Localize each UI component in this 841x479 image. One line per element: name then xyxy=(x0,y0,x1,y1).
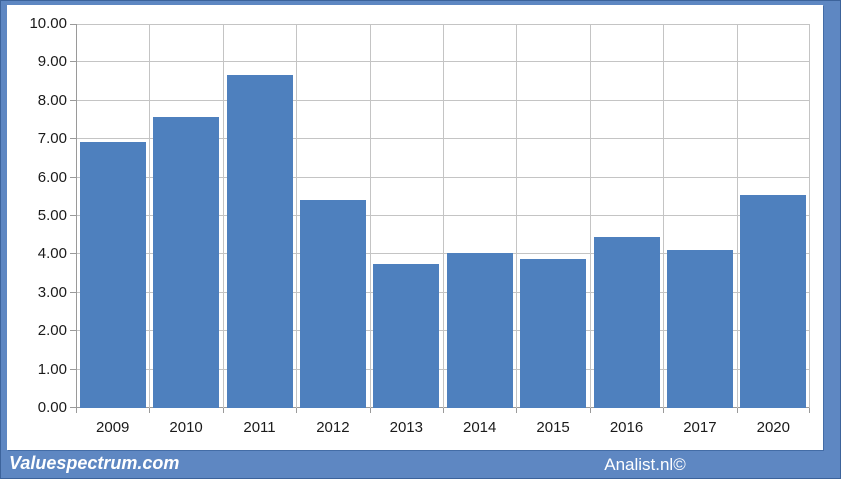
y-tick xyxy=(70,291,76,293)
x-axis-label: 2011 xyxy=(243,419,276,436)
gridline-v xyxy=(149,24,150,408)
y-tick xyxy=(70,138,76,140)
y-tick xyxy=(70,24,76,25)
x-tick xyxy=(737,408,738,413)
chart-panel: 10.00 9.00 8.00 7.00 6.00 5.00 4.00 3.00 2.00 1.0… xyxy=(7,5,823,450)
bar-2012 xyxy=(299,200,366,408)
x-axis-label: 2010 xyxy=(169,419,203,436)
y-axis-label: 6.00 xyxy=(37,168,67,186)
bar-2013 xyxy=(373,264,440,408)
y-axis-label: 5.00 xyxy=(37,207,67,224)
y-axis-label: 0.00 xyxy=(37,399,67,416)
x-tick xyxy=(516,408,517,413)
footer-left-brand: Valuespectrum.com xyxy=(9,453,180,473)
y-tick xyxy=(70,215,76,216)
y-tick xyxy=(70,61,76,63)
x-tick xyxy=(149,408,150,413)
bar-2016 xyxy=(593,237,660,408)
y-axis-label: 1.00 xyxy=(37,360,67,378)
bar-2009 xyxy=(79,142,146,408)
x-tick xyxy=(296,408,297,413)
x-axis-label: 2015 xyxy=(536,419,570,436)
plot-area: 10.00 9.00 8.00 7.00 6.00 5.00 4.00 3.00 2.00 1.0… xyxy=(29,15,810,436)
x-axis-label: 2020 xyxy=(756,419,790,436)
x-axis-label: 2014 xyxy=(463,419,497,436)
gridline-v xyxy=(370,24,371,408)
y-tick xyxy=(70,253,76,255)
gridline-v xyxy=(296,24,297,408)
bar-2017 xyxy=(666,250,733,408)
gridline-v xyxy=(223,24,224,408)
bar-2015 xyxy=(520,259,587,408)
y-axis-line xyxy=(76,24,77,408)
bar-2010 xyxy=(153,117,220,408)
x-tick xyxy=(809,408,810,413)
y-axis-label: 4.00 xyxy=(37,245,67,263)
x-axis-label: 2009 xyxy=(96,419,130,436)
bar-2014 xyxy=(446,253,513,408)
x-axis-label: 2013 xyxy=(389,419,423,436)
x-tick xyxy=(223,408,224,413)
y-tick xyxy=(70,330,76,332)
gridline-v xyxy=(443,24,444,408)
y-tick xyxy=(70,176,76,178)
x-tick xyxy=(663,408,664,413)
bar-2020 xyxy=(740,195,807,408)
y-axis-label: 7.00 xyxy=(37,130,67,148)
y-tick xyxy=(70,368,76,370)
y-axis-label: 9.00 xyxy=(37,53,67,71)
x-axis-label: 2012 xyxy=(316,419,350,436)
y-tick xyxy=(70,99,76,101)
y-axis-label: 10.00 xyxy=(29,15,67,32)
x-tick xyxy=(370,408,371,413)
x-tick xyxy=(590,408,591,413)
y-tick xyxy=(70,407,76,408)
gridline-v xyxy=(590,24,591,408)
gridline-v xyxy=(663,24,664,408)
x-axis-label: 2016 xyxy=(609,419,644,436)
x-tick xyxy=(76,408,77,413)
x-tick xyxy=(443,408,444,413)
gridline-v xyxy=(737,24,738,408)
y-axis-label: 2.00 xyxy=(37,322,67,340)
y-axis-label: 8.00 xyxy=(37,91,67,109)
y-axis-label: 3.00 xyxy=(37,283,67,301)
gridline-v xyxy=(516,24,517,408)
bar-2011 xyxy=(226,75,293,408)
x-axis-label: 2017 xyxy=(683,419,717,436)
footer-right-brand: Analist.nl© xyxy=(604,455,686,474)
gridline-v xyxy=(809,24,810,408)
